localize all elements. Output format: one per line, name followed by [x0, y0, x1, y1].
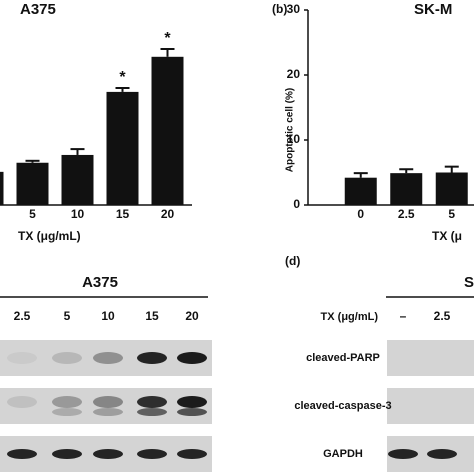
- lane-label: 2.5: [14, 309, 31, 323]
- band: [93, 352, 123, 364]
- row-label: cleaved-caspase-3: [294, 400, 391, 412]
- blot-title: S: [464, 274, 474, 291]
- band: [177, 408, 207, 416]
- y-axis-label: Apoptotic cell (%): [285, 88, 296, 172]
- bar: [16, 162, 49, 205]
- x-axis-label: TX (μg/mL): [18, 229, 81, 243]
- significance-mark: *: [164, 30, 171, 47]
- lane-label: 5: [64, 309, 71, 323]
- band: [52, 449, 82, 459]
- band: [177, 449, 207, 459]
- x-tick-label: 5: [29, 207, 36, 221]
- blot-strip: [387, 388, 474, 424]
- blot-title: A375: [82, 274, 118, 291]
- band: [177, 396, 207, 408]
- lane-label: 2.5: [434, 309, 451, 323]
- band: [52, 408, 82, 416]
- bar: [435, 172, 468, 205]
- row-label: GAPDH: [323, 448, 363, 460]
- lane-header: TX (μg/mL): [321, 311, 379, 323]
- blot-strip: [387, 340, 474, 376]
- y-tick-label: 10: [287, 132, 301, 146]
- bar: [390, 173, 423, 205]
- row-label: cleaved-PARP: [306, 352, 380, 364]
- chart-title: SK-M: [414, 1, 452, 18]
- band: [137, 352, 167, 364]
- bar: [61, 154, 94, 205]
- band: [7, 352, 37, 364]
- x-axis-label: TX (μ: [432, 229, 462, 243]
- panel-label: (b): [272, 2, 287, 16]
- chart-title: A375: [20, 1, 56, 18]
- blot-strip: [0, 388, 212, 424]
- x-tick-label: 2.5: [398, 207, 415, 221]
- blots: [0, 340, 474, 472]
- x-tick-label: 0: [357, 207, 364, 221]
- x-tick-label: 15: [116, 207, 130, 221]
- band: [137, 396, 167, 408]
- band: [7, 449, 37, 459]
- band: [177, 352, 207, 364]
- lane-label: 20: [185, 309, 199, 323]
- panel-label: (d): [285, 254, 300, 268]
- lane-label: –: [400, 309, 407, 323]
- band: [427, 449, 457, 459]
- band: [93, 408, 123, 416]
- bar: [344, 177, 377, 205]
- band: [388, 449, 418, 459]
- y-tick-label: 0: [293, 197, 300, 211]
- x-tick-label: 5: [448, 207, 455, 221]
- x-tick-label: 20: [161, 207, 175, 221]
- y-tick-label: 30: [287, 2, 301, 16]
- y-tick-label: 20: [287, 67, 301, 81]
- band: [7, 396, 37, 408]
- bar: [0, 171, 4, 205]
- bar: [151, 56, 184, 205]
- x-tick-label: 10: [71, 207, 85, 221]
- significance-mark: *: [119, 69, 126, 86]
- band: [93, 449, 123, 459]
- blot-strip: [0, 340, 212, 376]
- band: [52, 352, 82, 364]
- lane-label: 10: [101, 309, 115, 323]
- lane-label: 15: [145, 309, 159, 323]
- bar: [106, 91, 139, 205]
- band: [52, 396, 82, 408]
- band: [137, 449, 167, 459]
- band: [137, 408, 167, 416]
- band: [93, 396, 123, 408]
